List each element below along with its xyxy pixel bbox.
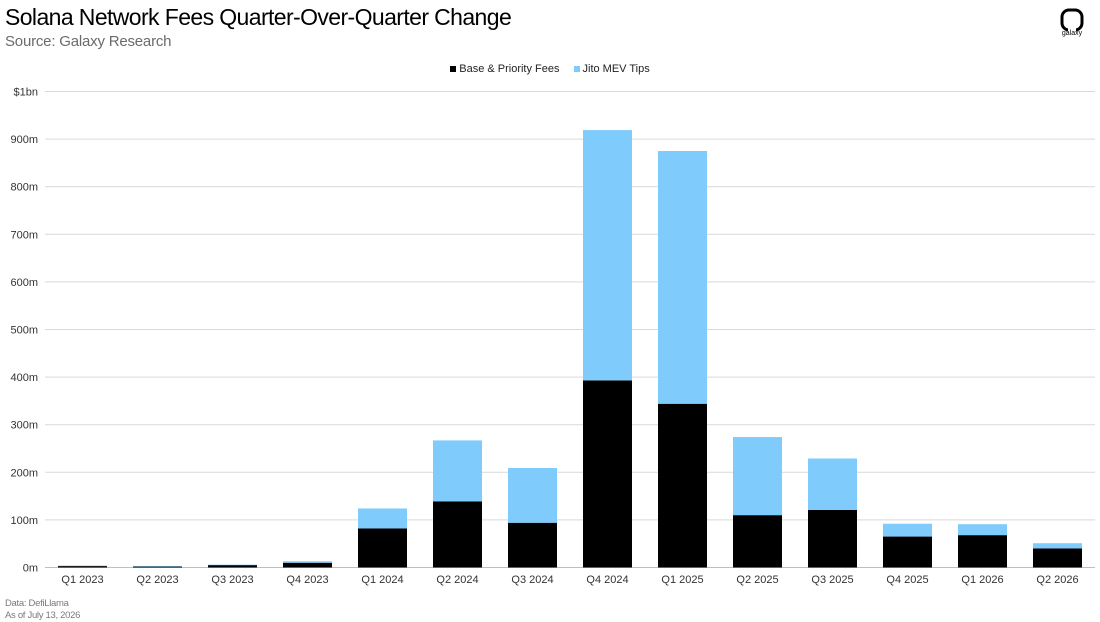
- bar-jito-mev-tips: [583, 130, 632, 381]
- legend-item-jito: Jito MEV Tips: [573, 63, 650, 75]
- x-tick-label: Q1 2025: [661, 574, 703, 586]
- x-tick-label: Q2 2023: [136, 574, 178, 586]
- bar-base-priority-fees: [58, 566, 107, 568]
- bar-base-priority-fees: [658, 403, 707, 568]
- bar-jito-mev-tips: [358, 508, 407, 529]
- chart-legend: Base & Priority Fees Jito MEV Tips: [0, 63, 1100, 75]
- x-tick-label: Q4 2023: [286, 574, 328, 586]
- legend-item-base: Base & Priority Fees: [450, 63, 560, 75]
- bar-base-priority-fees: [883, 536, 932, 568]
- chart-plot: 0m 100m 200m 300m 400m 500m 600m 700m 800m 900m $1…: [10, 87, 1095, 586]
- bar-jito-mev-tips: [808, 458, 857, 510]
- bar-base-priority-fees: [508, 522, 557, 568]
- chart-subtitle: Source: Galaxy Research: [5, 33, 172, 50]
- x-tick-label: Q3 2025: [811, 574, 853, 586]
- bar-base-priority-fees: [433, 501, 482, 568]
- x-tick-label: Q4 2025: [886, 574, 928, 586]
- bar-base-priority-fees: [808, 509, 857, 568]
- galaxy-logo-icon: [1060, 8, 1084, 32]
- x-axis-labels: Q1 2023 Q2 2023 Q3 2023 Q4 2023 Q1 2024 Q2 20…: [61, 574, 1078, 586]
- y-tick-label: 500m: [10, 325, 38, 337]
- chart-title: Solana Network Fees Quarter-Over-Quarter…: [5, 4, 512, 30]
- x-tick-label: Q1 2026: [961, 574, 1003, 586]
- bar-jito-mev-tips: [883, 523, 932, 537]
- bar-jito-mev-tips: [1033, 543, 1082, 549]
- gridlines: [45, 91, 1095, 568]
- bar-base-priority-fees: [283, 562, 332, 568]
- x-tick-label: Q3 2023: [211, 574, 253, 586]
- legend-swatch-jito: [573, 66, 580, 72]
- data-source-note: Data: DefiLlama: [5, 598, 69, 609]
- y-tick-label: 700m: [10, 229, 38, 241]
- bar-jito-mev-tips: [433, 440, 482, 502]
- bar-base-priority-fees: [208, 565, 257, 568]
- bar-jito-mev-tips: [658, 151, 707, 404]
- y-tick-label: 400m: [10, 372, 38, 384]
- x-tick-label: Q2 2025: [736, 574, 778, 586]
- logo-text: galaxy: [1061, 30, 1083, 37]
- y-tick-label: 800m: [10, 182, 38, 194]
- y-tick-label: 100m: [10, 515, 38, 527]
- bars: [58, 130, 1082, 568]
- bar-base-priority-fees: [358, 528, 407, 568]
- x-tick-label: Q3 2024: [511, 574, 553, 586]
- legend-label-jito: Jito MEV Tips: [582, 63, 650, 75]
- bar-base-priority-fees: [733, 515, 782, 568]
- x-tick-label: Q1 2023: [61, 574, 103, 586]
- y-axis-labels: 0m 100m 200m 300m 400m 500m 600m 700m 800m 900m $1…: [10, 87, 38, 575]
- x-tick-label: Q4 2024: [586, 574, 628, 586]
- bar-jito-mev-tips: [958, 524, 1007, 536]
- legend-label-base: Base & Priority Fees: [459, 63, 560, 75]
- y-tick-label: 200m: [10, 467, 38, 479]
- y-tick-label: 900m: [10, 134, 38, 146]
- as-of-date: As of July 13, 2026: [5, 610, 81, 621]
- y-tick-label: 600m: [10, 277, 38, 289]
- bar-jito-mev-tips: [733, 437, 782, 516]
- bar-base-priority-fees: [1033, 548, 1082, 568]
- y-tick-label: $1bn: [14, 87, 38, 99]
- x-tick-label: Q1 2024: [361, 574, 403, 586]
- bar-jito-mev-tips: [508, 468, 557, 523]
- x-tick-label: Q2 2026: [1036, 574, 1078, 586]
- bar-jito-mev-tips: [283, 561, 332, 563]
- y-tick-label: 0m: [23, 563, 38, 575]
- bar-base-priority-fees: [133, 566, 182, 568]
- bar-base-priority-fees: [958, 535, 1007, 568]
- bar-base-priority-fees: [583, 380, 632, 568]
- legend-swatch-base: [450, 66, 457, 72]
- y-tick-label: 300m: [10, 420, 38, 432]
- x-tick-label: Q2 2024: [436, 574, 478, 586]
